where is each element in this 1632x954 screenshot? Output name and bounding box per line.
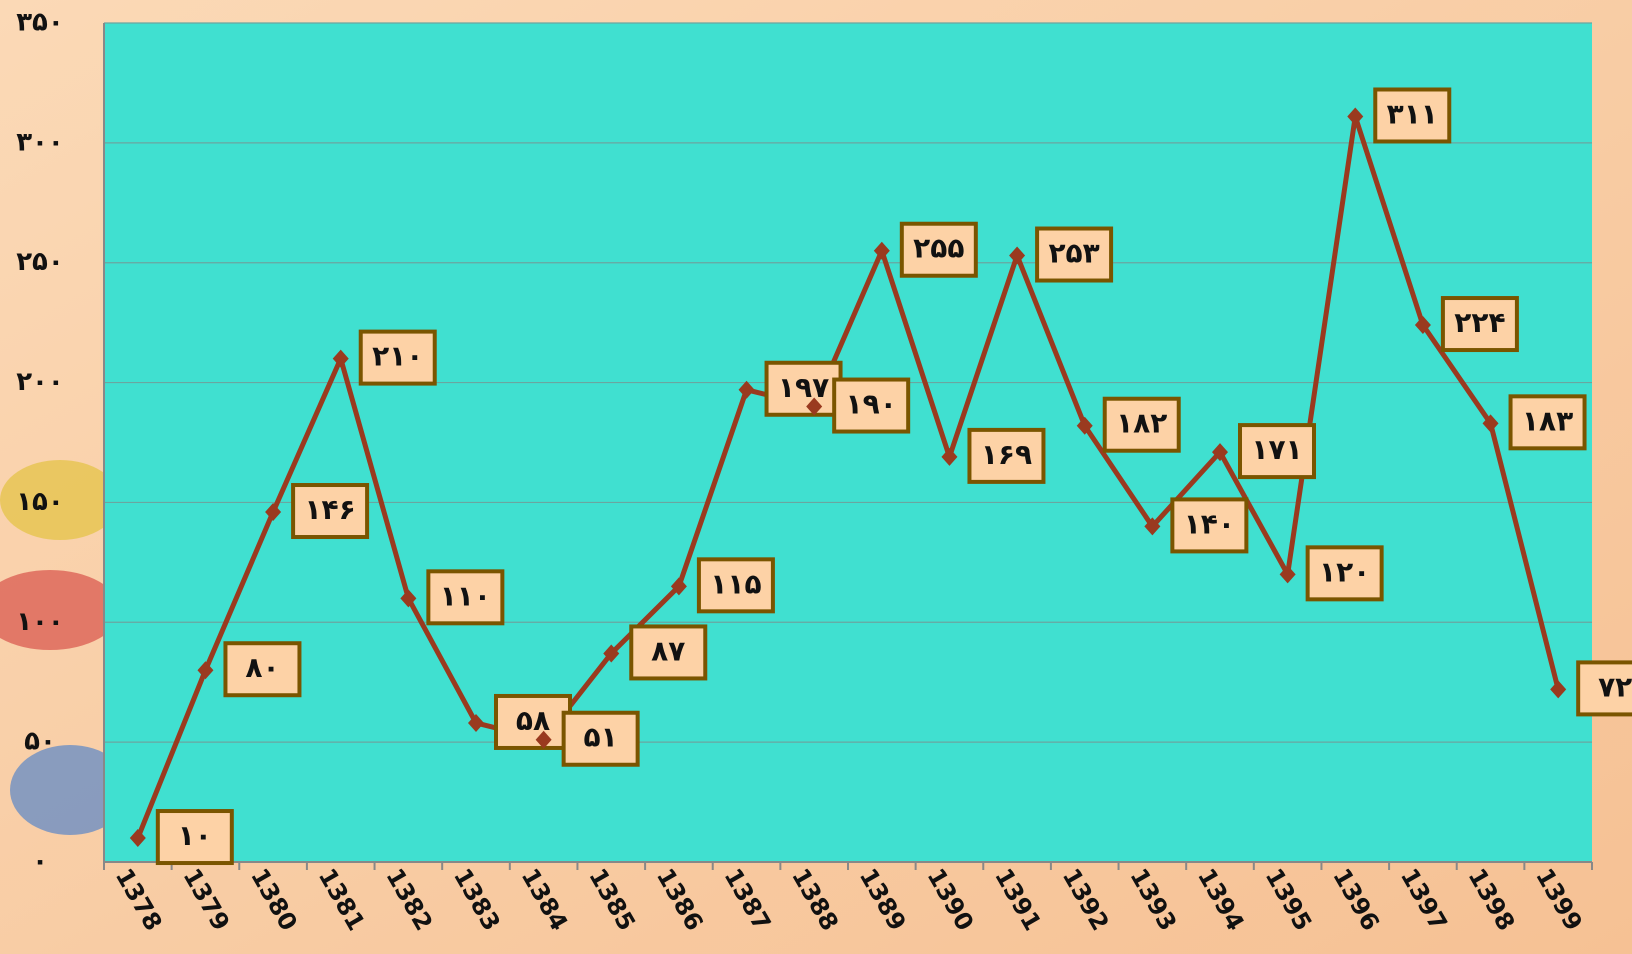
data-label: ۱۸۳ xyxy=(1522,404,1573,437)
page: ۰۵۰۱۰۰۱۵۰۲۰۰۲۵۰۳۰۰۳۵۰1378137913801381138… xyxy=(0,0,1632,954)
y-tick-label: ۲۵۰ xyxy=(16,247,64,277)
plot-area xyxy=(104,23,1592,862)
data-label: ۱۲۰ xyxy=(1319,555,1370,588)
chart: ۰۵۰۱۰۰۱۵۰۲۰۰۲۵۰۳۰۰۳۵۰1378137913801381138… xyxy=(0,0,1632,954)
y-tick-label: ۲۰۰ xyxy=(16,367,64,397)
data-label: ۱۱۵ xyxy=(710,567,761,600)
data-label: ۱۴۰ xyxy=(1184,507,1235,540)
data-label: ۲۱۰ xyxy=(372,340,423,373)
data-label: ۲۲۴ xyxy=(1454,306,1505,339)
data-label: ۱۸۲ xyxy=(1116,407,1167,440)
y-tick-label: ۳۵۰ xyxy=(16,8,64,38)
y-tick-label: ۵۰ xyxy=(24,727,56,757)
y-tick-label: ۱۵۰ xyxy=(16,487,64,517)
data-label: ۱۷۱ xyxy=(1251,433,1302,466)
y-tick-label: ۳۰۰ xyxy=(16,127,64,157)
data-label: ۲۵۵ xyxy=(913,232,964,265)
y-tick-label: ۱۰۰ xyxy=(16,607,64,637)
data-label: ۲۵۳ xyxy=(1048,237,1099,270)
data-label: ۳۱۱ xyxy=(1387,97,1438,130)
data-label: ۱۹۰ xyxy=(846,388,897,421)
data-label: ۸۷ xyxy=(651,634,685,667)
data-label: ۸۰ xyxy=(245,651,279,684)
data-label: ۵۸ xyxy=(516,704,550,737)
data-label: ۷۲ xyxy=(1598,670,1632,703)
data-label: ۱۱۰ xyxy=(440,579,491,612)
data-label: ۵۱ xyxy=(584,721,618,754)
data-label: ۱۹۷ xyxy=(778,371,829,404)
y-tick-label: ۰ xyxy=(32,847,48,877)
data-label: ۱۰ xyxy=(178,819,212,852)
data-label: ۱۴۶ xyxy=(304,493,355,526)
data-label: ۱۶۹ xyxy=(981,438,1032,471)
